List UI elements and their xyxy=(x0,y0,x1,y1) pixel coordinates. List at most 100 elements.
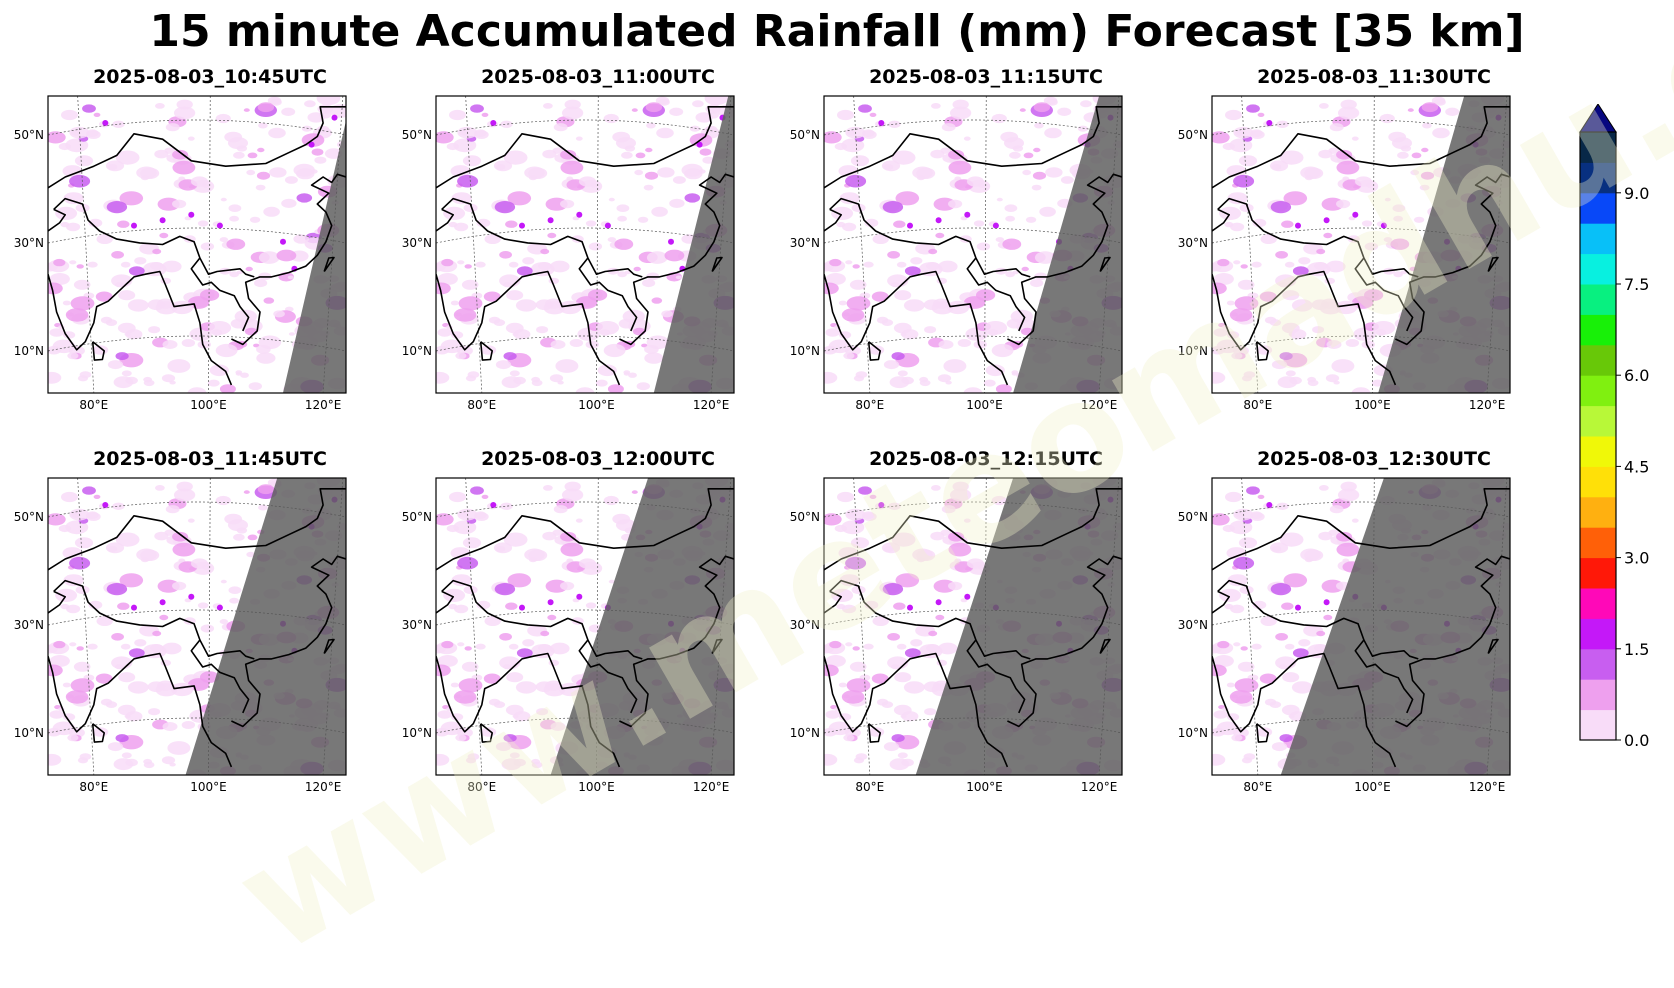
rain-cell xyxy=(841,520,865,535)
rain-cell xyxy=(322,107,330,113)
rain-cell xyxy=(1329,505,1344,514)
rain-cell xyxy=(119,191,144,206)
rain-cell xyxy=(1213,710,1228,719)
latitude-tick-label: 10°N xyxy=(402,344,432,358)
forecast-panel: 2025-08-03_12:30UTC 50°N 30°N 10°N 80°E 100°E… xyxy=(1164,448,1554,828)
rain-cell xyxy=(948,199,963,209)
rain-cell xyxy=(1229,308,1253,322)
colorbar-segment xyxy=(1580,375,1616,407)
rain-cell-heavy xyxy=(1295,222,1301,229)
latitude-gridline xyxy=(48,227,346,244)
chart-title: 15 minute Accumulated Rainfall (mm) Fore… xyxy=(149,6,1525,57)
rain-cell xyxy=(63,574,84,587)
rain-cell xyxy=(644,345,659,354)
rain-cell xyxy=(669,107,684,116)
rain-cell xyxy=(843,352,855,360)
rain-cell xyxy=(437,328,452,337)
rain-cell xyxy=(540,248,550,255)
longitude-gridline xyxy=(984,478,987,775)
rain-cell xyxy=(113,758,134,771)
longitude-gridline xyxy=(1241,96,1259,393)
rain-cell xyxy=(1284,643,1295,650)
rain-cell xyxy=(105,319,118,326)
rain-cell xyxy=(1288,714,1295,719)
rain-cell xyxy=(1333,380,1340,385)
rain-cell xyxy=(219,619,229,625)
coastline xyxy=(1099,638,1111,654)
rain-cell xyxy=(825,710,840,719)
rain-cell xyxy=(1260,616,1277,626)
rain-cell xyxy=(948,531,965,542)
rain-cell xyxy=(698,169,706,174)
coastline xyxy=(436,488,734,571)
colorbar-segment xyxy=(1580,253,1616,285)
rain-cell xyxy=(1237,661,1255,672)
rain-cell xyxy=(209,364,229,377)
coastline xyxy=(323,638,335,654)
latitude-gridline xyxy=(436,335,734,352)
colorbar-tick-label: 1.5 xyxy=(1624,640,1649,659)
rain-cell-heavy xyxy=(964,211,971,218)
rain-cell xyxy=(881,701,894,708)
rain-cell xyxy=(96,234,113,245)
rain-cell xyxy=(888,120,901,128)
rain-cell xyxy=(894,290,912,301)
rain-cell xyxy=(536,708,549,716)
coastline xyxy=(824,590,842,614)
latitude-gridline xyxy=(1212,717,1510,734)
rain-cell xyxy=(155,485,165,491)
rain-cell xyxy=(1419,184,1430,191)
rain-cell xyxy=(895,573,920,588)
rain-cell xyxy=(1323,232,1333,239)
rain-cell xyxy=(930,149,945,159)
map-frame xyxy=(47,95,347,394)
latitude-gridline xyxy=(436,609,734,626)
rain-cell xyxy=(256,171,271,180)
latitude-tick-label: 10°N xyxy=(14,726,44,740)
rain-cell xyxy=(1331,359,1355,373)
longitude-gridline xyxy=(77,478,95,775)
map-plot: 50°N 30°N 10°N 80°E 100°E 120°E xyxy=(1178,477,1511,794)
rain-cell xyxy=(863,643,874,650)
rain-cell xyxy=(470,104,484,113)
rain-cell xyxy=(1400,270,1407,275)
rain-cell xyxy=(924,326,937,334)
rain-cell xyxy=(112,502,125,510)
rain-cell xyxy=(512,714,519,719)
coastline xyxy=(48,590,66,614)
rain-cell xyxy=(904,648,921,658)
rain-cell xyxy=(507,573,532,588)
latitude-tick-label: 50°N xyxy=(1178,510,1208,524)
rain-cell xyxy=(967,176,984,187)
rain-cell-heavy xyxy=(131,222,137,229)
latitude-gridline xyxy=(824,501,1122,518)
rain-cell xyxy=(499,251,512,259)
rain-cell xyxy=(483,291,501,302)
rain-cell xyxy=(495,360,512,370)
rain-cell xyxy=(963,518,971,523)
rain-cell xyxy=(883,164,894,170)
panel-title: 2025-08-03_12:30UTC xyxy=(1257,448,1491,470)
longitude-tick-label: 120°E xyxy=(1081,398,1118,412)
rain-cell xyxy=(255,184,266,191)
rain-cell xyxy=(197,220,209,227)
latitude-tick-label: 30°N xyxy=(402,236,432,250)
rain-cell xyxy=(453,520,477,535)
rain-cell xyxy=(87,643,98,650)
longitude-gridline xyxy=(465,96,483,393)
colorbar-segment xyxy=(1580,588,1616,619)
rain-cell xyxy=(157,680,174,691)
panel-title: 2025-08-03_12:15UTC xyxy=(869,448,1103,470)
rain-cell xyxy=(542,149,557,159)
rain-cell xyxy=(1227,331,1240,339)
map-frame xyxy=(823,477,1123,776)
rain-cell xyxy=(450,547,471,560)
rain-cell xyxy=(114,282,124,288)
latitude-tick-label: 30°N xyxy=(1178,618,1208,632)
rain-cell xyxy=(505,704,524,716)
latitude-gridline xyxy=(1212,501,1510,518)
rain-cell xyxy=(963,136,971,141)
rain-cell xyxy=(522,639,535,647)
longitude-gridline xyxy=(596,478,599,775)
colorbar-tick-label: 9.0 xyxy=(1624,184,1649,203)
